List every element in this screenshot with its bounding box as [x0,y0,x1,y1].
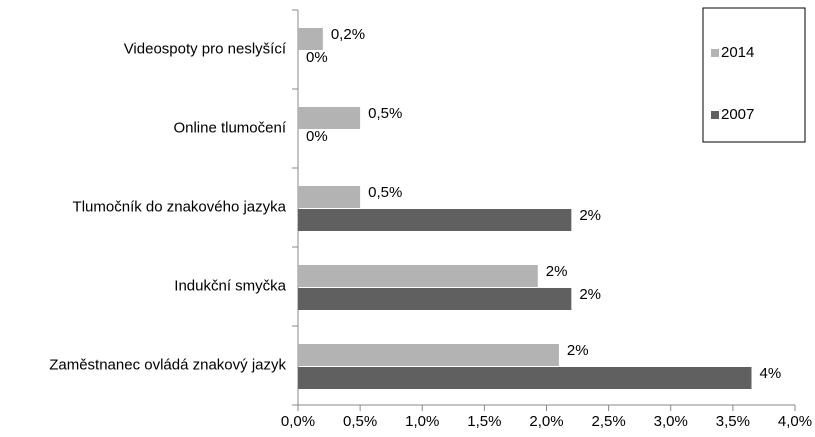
value-label: 0,5% [368,105,402,122]
x-tick-label: 2,0% [529,413,563,430]
value-label: 0,5% [368,184,402,201]
x-tick-label: 2,5% [592,413,626,430]
x-tick-label: 0,5% [343,413,377,430]
x-tick-label: 4,0% [778,413,812,430]
value-label: 2% [579,207,601,224]
bar [298,28,323,50]
bar [298,265,538,287]
x-tick-label: 1,5% [467,413,501,430]
legend-label: 2007 [721,106,754,123]
value-label: 2% [546,263,568,280]
bar [298,107,361,129]
category-label: Tlumočník do znakového jazyka [73,198,287,215]
value-label: 0% [306,128,328,145]
category-label: Online tlumočení [173,119,286,136]
bar [298,209,572,231]
x-tick-label: 3,5% [716,413,750,430]
legend-swatch [711,111,719,119]
legend-swatch [711,49,719,57]
value-label: 4% [760,365,782,382]
x-tick-label: 0,0% [281,413,315,430]
bar [298,367,752,389]
legend-label: 2014 [721,44,754,61]
value-label: 0% [306,49,328,66]
category-label: Zaměstnanec ovládá znakový jazyk [49,356,286,373]
legend-box [702,7,806,143]
x-tick-label: 1,0% [405,413,439,430]
category-label: Videospoty pro neslyšící [124,40,287,57]
category-label: Indukční smyčka [174,277,286,294]
bar [298,186,361,208]
bar [298,288,572,310]
bar [298,344,559,366]
x-tick-label: 3,0% [654,413,688,430]
value-label: 0,2% [331,26,365,43]
value-label: 2% [567,342,589,359]
value-label: 2% [579,286,601,303]
